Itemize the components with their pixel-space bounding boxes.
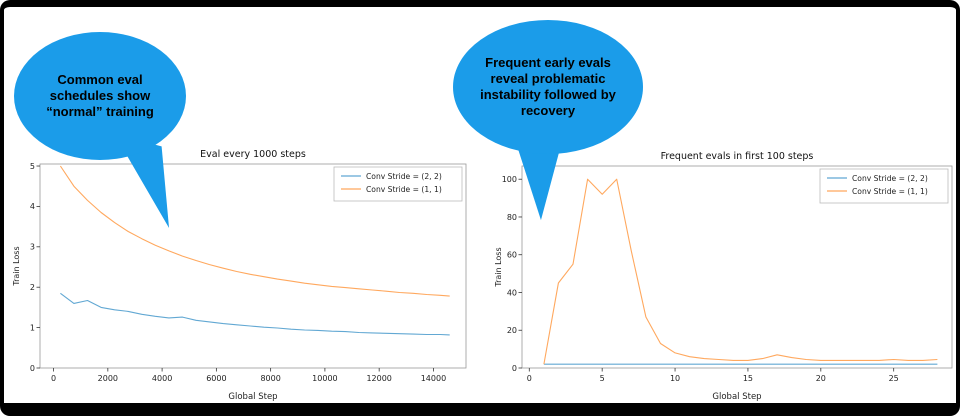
svg-text:Train Loss: Train Loss [494, 247, 503, 287]
svg-text:14000: 14000 [421, 374, 446, 383]
svg-text:Conv Stride = (2, 2): Conv Stride = (2, 2) [366, 172, 442, 181]
svg-text:80: 80 [507, 213, 517, 222]
svg-text:Global Step: Global Step [228, 392, 277, 402]
chart-right: 0 5 10 15 20 25 0 20 40 60 80 100 Frequent evals in … [492, 146, 958, 411]
chart-canvas: 0 5 10 15 20 25 0 20 40 60 80 100 Frequent evals in … [494, 151, 953, 402]
svg-text:4000: 4000 [152, 374, 172, 383]
svg-text:4: 4 [30, 202, 35, 211]
svg-text:0: 0 [30, 364, 35, 373]
svg-text:10000: 10000 [312, 374, 337, 383]
svg-text:100: 100 [502, 175, 517, 184]
svg-text:Frequent evals in first 100 st: Frequent evals in first 100 steps [661, 151, 814, 162]
svg-text:0: 0 [512, 364, 517, 373]
svg-text:Eval every 1000 steps: Eval every 1000 steps [200, 149, 306, 160]
svg-text:5: 5 [600, 374, 605, 383]
svg-text:10: 10 [670, 374, 680, 383]
svg-text:0: 0 [51, 374, 56, 383]
svg-text:20: 20 [507, 326, 517, 335]
svg-text:20: 20 [816, 374, 826, 383]
svg-text:12000: 12000 [366, 374, 391, 383]
svg-text:2000: 2000 [98, 374, 118, 383]
svg-text:8000: 8000 [260, 374, 280, 383]
svg-text:1: 1 [30, 323, 35, 332]
svg-text:3: 3 [30, 243, 35, 252]
svg-text:0: 0 [527, 374, 532, 383]
callout-right: Frequent early evals reveal problematic … [453, 20, 643, 154]
svg-text:40: 40 [507, 288, 517, 297]
chart-canvas: 0 2000 4000 6000 8000 10000 12000 14000 0 1 2 3 4 5 Ev… [12, 149, 467, 402]
callout-left-text: Common eval schedules show “normal” trai… [46, 71, 154, 120]
svg-text:Train Loss: Train Loss [12, 246, 21, 286]
chart-left: 0 2000 4000 6000 8000 10000 12000 14000 0 1 2 3 4 5 Ev… [10, 144, 472, 411]
svg-text:2: 2 [30, 283, 35, 292]
svg-text:Conv Stride = (2, 2): Conv Stride = (2, 2) [852, 174, 928, 183]
svg-text:60: 60 [507, 251, 517, 260]
callout-right-text: Frequent early evals reveal problematic … [480, 54, 616, 119]
callout-left: Common eval schedules show “normal” trai… [14, 32, 186, 160]
svg-text:5: 5 [30, 162, 35, 171]
svg-text:15: 15 [743, 374, 753, 383]
svg-text:Conv Stride = (1, 1): Conv Stride = (1, 1) [852, 187, 928, 196]
svg-text:Conv Stride = (1, 1): Conv Stride = (1, 1) [366, 185, 442, 194]
svg-text:6000: 6000 [206, 374, 226, 383]
svg-text:25: 25 [889, 374, 899, 383]
svg-text:Global Step: Global Step [712, 392, 761, 402]
